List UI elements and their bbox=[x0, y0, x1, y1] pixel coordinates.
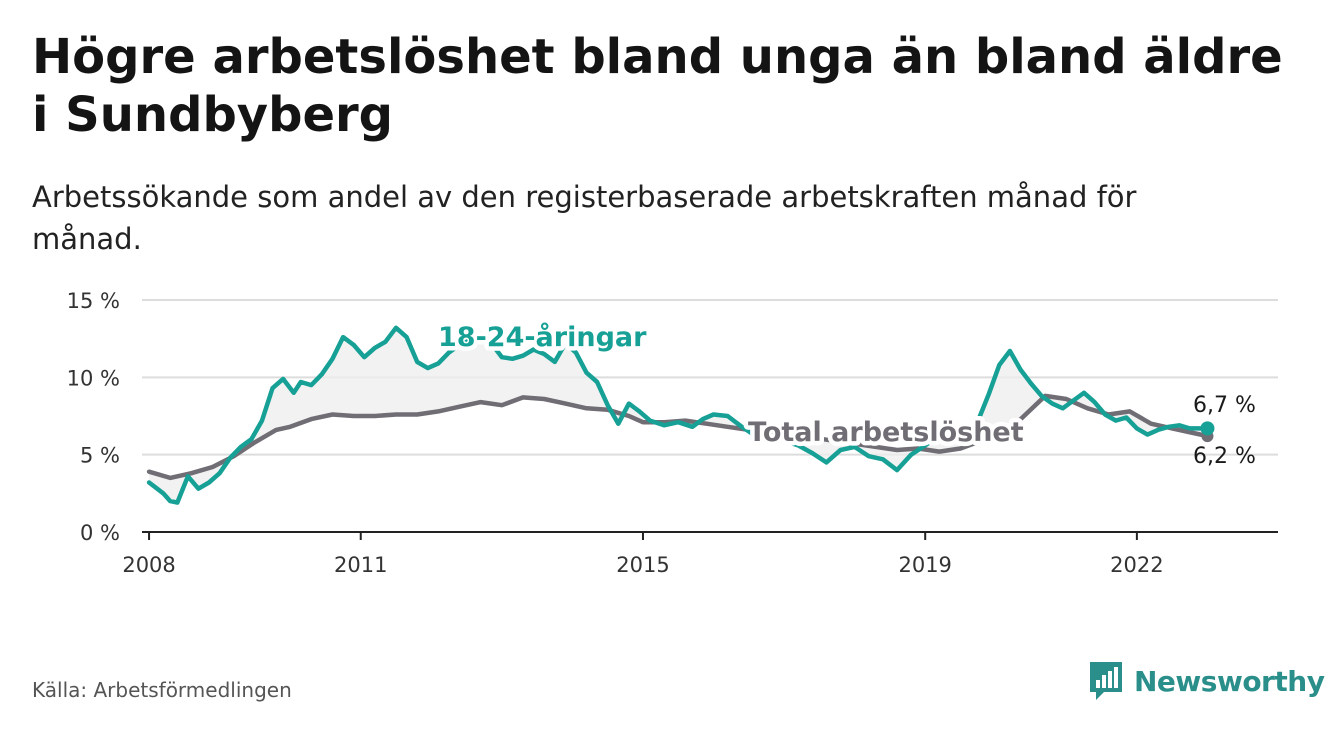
line-chart: 0 % 5 % 10 % 15 % 2008 2011 2015 2019 2022 18-2… bbox=[67, 289, 1278, 577]
newsworthy-logo[interactable]: Newsworthy bbox=[1088, 660, 1325, 702]
chart-subtitle: Arbetssökande som andel av den registerb… bbox=[32, 180, 1137, 256]
x-tick-label: 2019 bbox=[898, 553, 951, 577]
x-tick-label: 2022 bbox=[1110, 553, 1163, 577]
x-tick-label: 2011 bbox=[334, 553, 387, 577]
grid-lines: 0 % 5 % 10 % 15 % bbox=[67, 289, 1278, 545]
y-tick-label: 0 % bbox=[80, 521, 120, 545]
chart-title: Högre arbetslöshet bland unga än bland ä… bbox=[32, 29, 1283, 143]
y-tick-label: 5 % bbox=[80, 444, 120, 468]
series-lines bbox=[146, 325, 1215, 505]
gap-band bbox=[149, 330, 1208, 503]
source-note: Källa: Arbetsförmedlingen bbox=[32, 678, 292, 702]
newsworthy-logo-icon bbox=[1090, 662, 1122, 700]
x-tick-label: 2015 bbox=[616, 553, 669, 577]
gap-band-area bbox=[149, 330, 1208, 503]
y-tick-label: 10 % bbox=[67, 366, 120, 390]
youth-line bbox=[146, 325, 1210, 505]
x-axis: 2008 2011 2015 2019 2022 bbox=[122, 531, 1278, 577]
total-series-label: Total arbetslöshet bbox=[748, 417, 1024, 448]
total-end-value: 6,2 % bbox=[1193, 444, 1256, 469]
x-tick-label: 2008 bbox=[122, 553, 175, 577]
y-tick-label: 15 % bbox=[67, 289, 120, 313]
youth-end-value: 6,7 % bbox=[1193, 393, 1256, 418]
brand-name: Newsworthy bbox=[1134, 664, 1325, 698]
youth-series-label: 18-24-åringar bbox=[438, 321, 647, 353]
series-labels: 18-24-åringar Total arbetslöshet 6,7 % 6,2 … bbox=[434, 317, 1256, 470]
youth-end-dot bbox=[1200, 421, 1215, 436]
